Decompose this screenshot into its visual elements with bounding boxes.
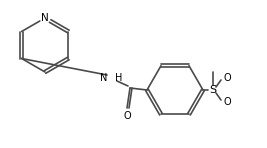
Text: N: N xyxy=(41,13,49,23)
Text: N: N xyxy=(100,73,107,83)
Text: O: O xyxy=(224,97,232,107)
Text: S: S xyxy=(209,85,217,95)
Text: O: O xyxy=(123,111,131,121)
Text: O: O xyxy=(224,73,232,83)
Text: H: H xyxy=(115,73,122,83)
